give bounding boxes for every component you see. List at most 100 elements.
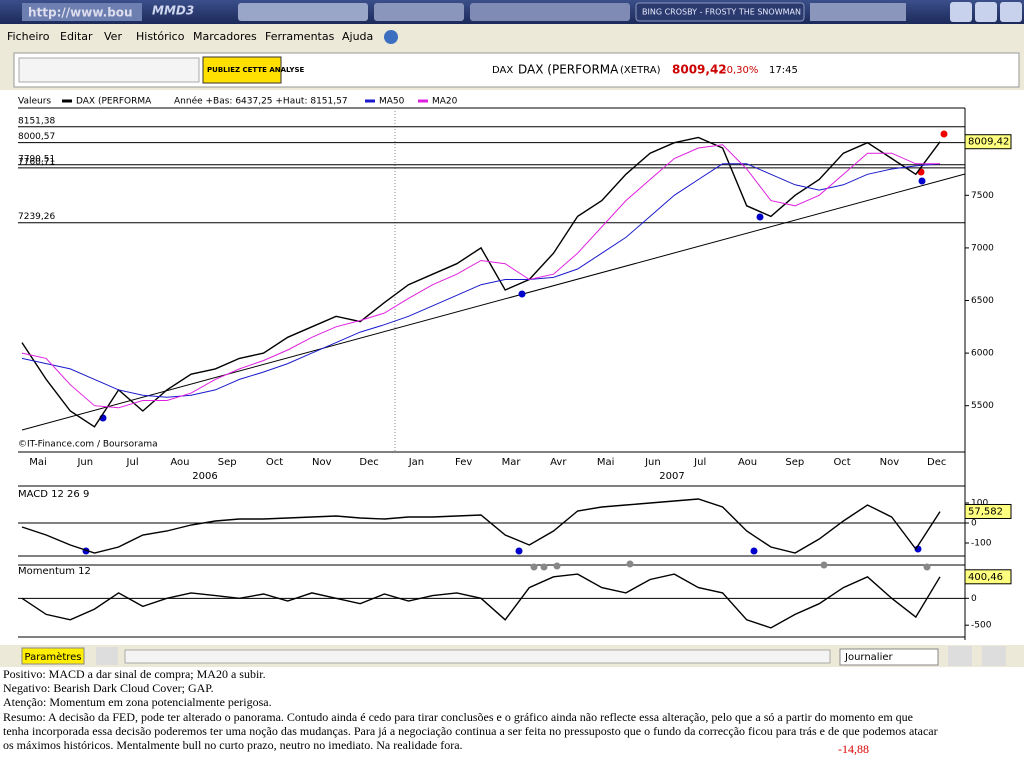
- market: (XETRA): [620, 65, 661, 76]
- change: -0,30%: [723, 65, 758, 76]
- volume[interactable]: [470, 3, 630, 21]
- last-value-label: 8009,42: [968, 137, 1009, 148]
- player-controls[interactable]: [238, 3, 368, 21]
- menu-item: Marcadores: [193, 30, 257, 43]
- address: http://www.bou: [28, 6, 133, 20]
- params-button[interactable]: [21, 647, 85, 665]
- level-label: 8151,38: [18, 116, 55, 126]
- panel-title: MACD 12 26 9: [18, 489, 89, 500]
- menu-item: Ver: [104, 30, 122, 43]
- credit: ©IT-Finance.com / Boursorama: [18, 440, 158, 450]
- zoom-in[interactable]: [982, 646, 1006, 666]
- x-tick-label: Mar: [502, 457, 522, 468]
- level-label: 7239,26: [18, 212, 55, 222]
- tool-buttons[interactable]: [18, 57, 200, 83]
- x-tick-label: Mai: [29, 457, 47, 468]
- y-tick-label: 7500: [971, 191, 994, 201]
- last-value-box: [964, 569, 1012, 585]
- scrollbar[interactable]: [124, 649, 831, 664]
- analysis-line: Negativo: Bearish Dark Cloud Cover; GAP.: [3, 681, 214, 696]
- analysis-line: Positivo: MACD a dar sinal de compra; MA…: [3, 667, 266, 681]
- price: 8009,42: [672, 63, 727, 77]
- period-label: Journalier: [844, 652, 894, 663]
- legend-label: MA50: [379, 97, 405, 107]
- menu-item: Histórico: [136, 30, 185, 43]
- level-label: 7760,71: [18, 157, 55, 167]
- menu-bar: [0, 24, 1024, 50]
- x-tick-label: Jun: [76, 457, 93, 468]
- x-tick-label: Dec: [927, 457, 946, 468]
- legend-title: Valeurs: [18, 97, 51, 107]
- player-logo: MMD3: [152, 4, 194, 18]
- last-value-label: 57,582: [968, 506, 1003, 517]
- player-buttons[interactable]: [810, 3, 906, 21]
- x-tick-label: Avr: [550, 457, 567, 468]
- x-tick-label: Fev: [455, 457, 472, 468]
- player-display: [374, 3, 464, 21]
- ad-text: PUBLIEZ CETTE ANALYSE: [207, 66, 305, 74]
- year-label: 2007: [659, 471, 684, 482]
- globe-icon: [384, 30, 398, 44]
- x-tick-label: Sep: [785, 457, 804, 468]
- analysis: Positivo: MACD a dar sinal de compra; MA…: [3, 667, 938, 752]
- x-tick-label: Sep: [218, 457, 237, 468]
- chart-area: [0, 90, 1024, 645]
- ad-box[interactable]: [202, 56, 282, 84]
- maximize[interactable]: [975, 2, 997, 22]
- address-box: [22, 3, 142, 21]
- params-label: Paramètres: [24, 651, 81, 663]
- legend-label: DAX (PERFORMA: [76, 97, 152, 107]
- time: 17:45: [769, 65, 798, 76]
- print-button[interactable]: [96, 647, 118, 665]
- x-tick-label: Mai: [597, 457, 615, 468]
- x-tick-label: Jan: [408, 457, 424, 468]
- x-tick-label: Jun: [644, 457, 661, 468]
- y-tick-label: -500: [971, 621, 992, 631]
- series-line: [21, 136, 941, 428]
- menu-item: Ferramentas: [265, 30, 335, 43]
- x-tick-label: Dec: [359, 457, 378, 468]
- analysis-line: Resumo: A decisão da FED, pode ter alter…: [3, 709, 938, 753]
- y-tick-label: 6000: [971, 349, 994, 359]
- series-line: [21, 144, 940, 409]
- x-tick-label: Nov: [880, 457, 900, 468]
- x-tick-label: Jul: [693, 457, 706, 468]
- x-tick-label: Nov: [312, 457, 332, 468]
- close[interactable]: [1000, 2, 1022, 22]
- series-line: [21, 498, 941, 554]
- y-tick-label: 0: [971, 594, 977, 604]
- menu-item: Editar: [60, 30, 93, 43]
- y-tick-label: 0: [971, 519, 977, 529]
- menu-item: Ficheiro: [7, 30, 50, 43]
- y-tick-label: 5500: [971, 401, 994, 411]
- series-line: [21, 163, 941, 398]
- trend-line: [21, 173, 966, 431]
- y-tick-label: 7000: [971, 243, 994, 253]
- track-box: [635, 2, 805, 22]
- period-select[interactable]: [839, 648, 939, 666]
- stats: Année +Bas: 6437,25 +Haut: 8151,57: [174, 96, 348, 107]
- year-label: 2006: [192, 471, 217, 482]
- menu-item: Ajuda: [342, 30, 373, 43]
- legend-label: MA20: [432, 97, 458, 107]
- y-tick-label: 100: [971, 499, 988, 509]
- series-line: [21, 573, 941, 629]
- minimize[interactable]: [950, 2, 972, 22]
- last-value-box: [964, 503, 1012, 519]
- x-tick-label: Aou: [738, 457, 757, 468]
- panel-title: Momentum 12: [18, 566, 91, 577]
- y-tick-label: 6500: [971, 296, 994, 306]
- last-value-box: [964, 134, 1012, 150]
- symbol: DAX: [492, 65, 513, 76]
- last-value-label: 400,46: [968, 572, 1003, 583]
- y-tick-label: -100: [971, 539, 992, 549]
- x-tick-label: Oct: [266, 457, 283, 468]
- zoom-out[interactable]: [948, 646, 972, 666]
- instrument: DAX (PERFORMA: [518, 63, 619, 77]
- track: BING CROSBY - FROSTY THE SNOWMAN: [642, 8, 801, 17]
- x-tick-label: Aou: [170, 457, 189, 468]
- level-label: 8000,57: [18, 132, 55, 142]
- x-tick-label: Jul: [126, 457, 139, 468]
- app-window: http://www.bou MMD3 BING CROSBY - FROSTY…: [0, 0, 1024, 667]
